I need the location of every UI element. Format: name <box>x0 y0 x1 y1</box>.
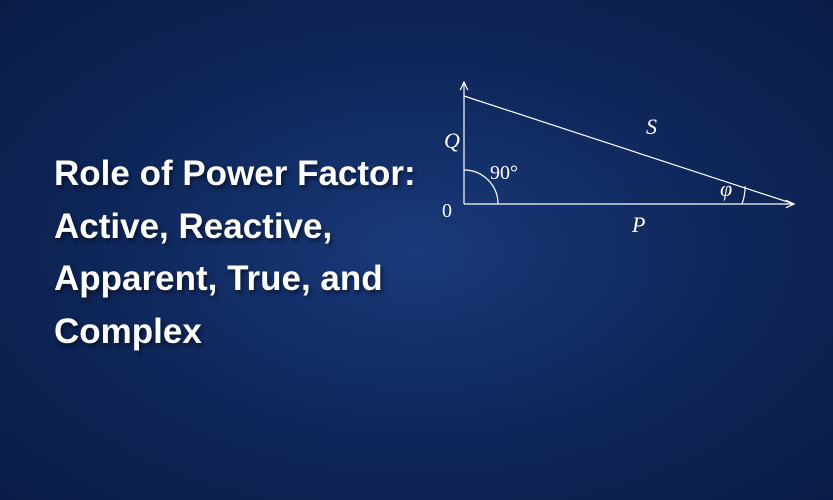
label-p: P <box>632 212 645 238</box>
slide-canvas: Role of Power Factor: Active, Reactive, … <box>0 0 833 500</box>
label-q: Q <box>444 128 460 154</box>
label-90: 90° <box>490 162 518 185</box>
slide-title: Role of Power Factor: Active, Reactive, … <box>54 148 424 358</box>
label-s: S <box>646 114 657 140</box>
label-phi: φ <box>720 176 732 202</box>
label-origin: 0 <box>442 200 452 223</box>
triangle-svg <box>436 72 806 242</box>
power-triangle-diagram: Q S P 0 90° φ <box>436 72 806 242</box>
